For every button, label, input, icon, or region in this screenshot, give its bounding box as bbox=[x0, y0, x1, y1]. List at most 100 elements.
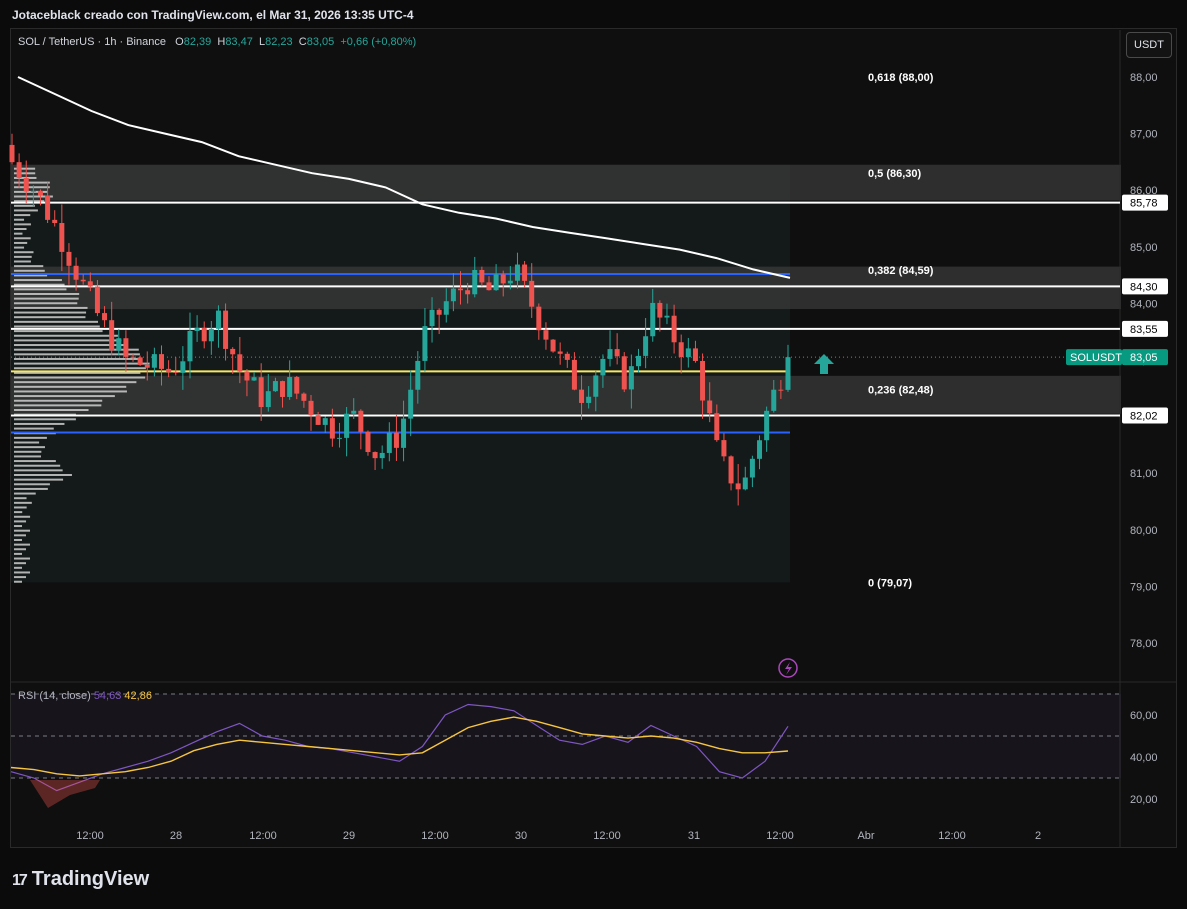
volume-profile-bar bbox=[14, 297, 79, 300]
volume-profile-bar bbox=[14, 441, 40, 444]
candle-body bbox=[721, 440, 727, 457]
candle-body bbox=[607, 349, 613, 359]
volume-profile-bar bbox=[14, 302, 78, 305]
range-shade bbox=[11, 164, 790, 583]
volume-profile-bar bbox=[14, 320, 99, 323]
volume-profile-bar bbox=[14, 251, 34, 254]
fib-level-label: 0,618 (88,00) bbox=[868, 72, 934, 84]
volume-profile-bar bbox=[14, 260, 31, 263]
candle-body bbox=[59, 223, 65, 252]
volume-profile-bar bbox=[14, 367, 146, 370]
volume-profile-bar bbox=[14, 460, 56, 463]
candle-body bbox=[223, 310, 229, 349]
volume-profile-bar bbox=[14, 515, 31, 518]
candle-body bbox=[344, 413, 350, 438]
volume-profile-bar bbox=[14, 390, 127, 393]
volume-profile-bar bbox=[14, 362, 150, 365]
candle-body bbox=[728, 456, 734, 484]
candle-body bbox=[628, 366, 634, 390]
candle-body bbox=[543, 330, 549, 340]
candle-body bbox=[579, 389, 585, 403]
candle-body bbox=[514, 264, 520, 281]
volume-profile-bar bbox=[14, 209, 38, 212]
volume-profile-bar bbox=[14, 228, 27, 231]
candle-body bbox=[664, 315, 670, 318]
candle-body bbox=[707, 400, 713, 414]
candle-body bbox=[351, 410, 357, 414]
candle-body bbox=[322, 418, 328, 425]
candle-body bbox=[130, 356, 136, 358]
candle-body bbox=[372, 452, 378, 459]
volume-profile-bar bbox=[14, 348, 139, 351]
fib-level-label: 0,236 (82,48) bbox=[868, 384, 934, 396]
candle-body bbox=[87, 281, 93, 287]
rsi-ma-value: 42,86 bbox=[124, 690, 152, 702]
y-tick-label: 78,00 bbox=[1130, 638, 1158, 650]
candle-body bbox=[30, 190, 36, 192]
candle-body bbox=[37, 190, 43, 196]
currency-button[interactable]: USDT bbox=[1126, 32, 1172, 58]
current-price-label: 83,05 bbox=[1130, 352, 1158, 364]
candle-body bbox=[258, 377, 264, 408]
x-tick-label: 12:00 bbox=[938, 830, 966, 842]
candle-body bbox=[308, 400, 314, 416]
x-tick-label: 2 bbox=[1035, 830, 1041, 842]
candle-body bbox=[365, 431, 371, 453]
open-label: O bbox=[175, 36, 184, 48]
candle-body bbox=[742, 477, 748, 490]
price-level-tag bbox=[1122, 320, 1168, 337]
volume-profile-bar bbox=[14, 409, 89, 412]
candle-body bbox=[678, 342, 684, 358]
tradingview-logo: 17 TradingView bbox=[12, 868, 149, 891]
volume-profile-bar bbox=[14, 450, 42, 453]
candle-body bbox=[265, 391, 271, 408]
candle-body bbox=[522, 264, 528, 281]
y-tick-label: 79,00 bbox=[1130, 581, 1158, 593]
price-level-tag-label: 84,30 bbox=[1130, 281, 1158, 293]
candle-body bbox=[66, 251, 72, 266]
x-tick-label: Abr bbox=[857, 830, 874, 842]
tradingview-logo-icon: 17 bbox=[12, 872, 28, 889]
candle-body bbox=[401, 418, 407, 448]
rsi-tick-label: 20,00 bbox=[1130, 794, 1158, 806]
candle-body bbox=[500, 274, 506, 284]
candle-body bbox=[137, 357, 143, 365]
volume-profile-bar bbox=[14, 473, 72, 476]
candle-body bbox=[208, 328, 214, 342]
candle-body bbox=[173, 371, 179, 373]
symbol-legend: SOL / TetherUS · 1h · Binance O82,39 H83… bbox=[18, 36, 416, 48]
y-tick-label: 80,00 bbox=[1130, 525, 1158, 537]
candle-body bbox=[479, 269, 485, 283]
moving-average-line bbox=[17, 76, 791, 279]
candle-body bbox=[80, 279, 86, 282]
candle-body bbox=[379, 452, 385, 459]
volume-profile-bar bbox=[14, 269, 45, 272]
volume-profile-bar bbox=[14, 385, 127, 388]
volume-profile-bar bbox=[14, 172, 36, 175]
volume-profile-bar bbox=[14, 455, 41, 458]
candle-body bbox=[778, 389, 784, 391]
volume-profile-bar bbox=[14, 562, 27, 565]
candle-body bbox=[272, 381, 278, 392]
volume-profile-bar bbox=[14, 232, 23, 235]
volume-profile-bar bbox=[14, 200, 45, 203]
price-level-tag bbox=[1122, 194, 1168, 211]
rsi-name: RSI (14, close) bbox=[18, 690, 91, 702]
candle-body bbox=[280, 381, 286, 397]
high-label: H bbox=[217, 36, 226, 48]
candle-body bbox=[336, 437, 342, 439]
candle-body bbox=[692, 348, 698, 361]
rsi-tick-label: 40,00 bbox=[1130, 752, 1158, 764]
rsi-legend: RSI (14, close) 54,63 42,86 bbox=[18, 690, 152, 702]
volume-profile-bar bbox=[14, 334, 118, 337]
candle-body bbox=[643, 336, 649, 356]
volume-profile-bar bbox=[14, 381, 137, 384]
x-tick-label: 12:00 bbox=[249, 830, 277, 842]
price-level-tag bbox=[1122, 407, 1168, 424]
candle-body bbox=[458, 288, 464, 291]
fib-level-label: 0,5 (86,30) bbox=[868, 168, 922, 180]
candle-body bbox=[443, 301, 449, 315]
volume-profile-bar bbox=[14, 525, 23, 528]
